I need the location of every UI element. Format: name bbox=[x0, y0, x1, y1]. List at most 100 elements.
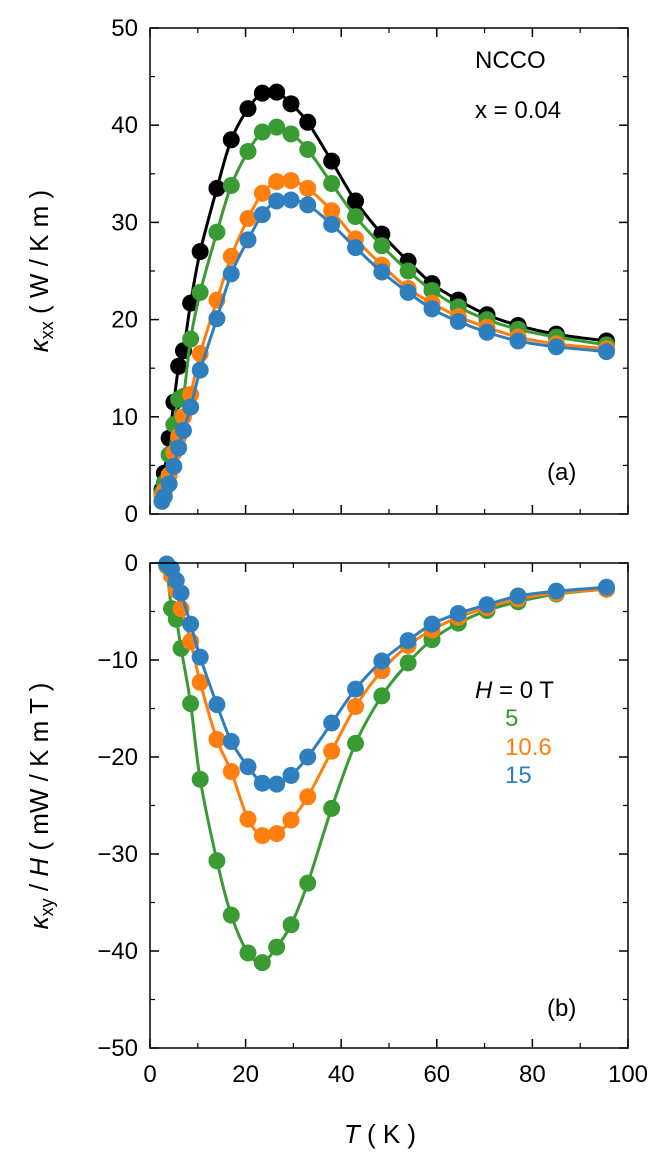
panel-a-point-15 bbox=[239, 231, 257, 249]
panel-a-point-0-T bbox=[239, 100, 257, 118]
panel-b-y-axis-title: κxy / H ( mW / K m T ) bbox=[24, 683, 57, 930]
panel-a-point-15 bbox=[191, 361, 209, 379]
panel-a-point-5 bbox=[323, 175, 341, 193]
panel-b-y-axis-rest: ( mW / K m T ) bbox=[24, 683, 54, 858]
panel-a-y-axis-symbol: κ bbox=[24, 337, 54, 352]
panel-a-y-axis-units: ( W / K m ) bbox=[24, 190, 54, 321]
panel-a-point-15 bbox=[547, 338, 565, 356]
panel-b-point-15 bbox=[253, 774, 271, 792]
panel-b-point-5 bbox=[182, 695, 200, 713]
panel-a-annotation-sample: NCCO bbox=[475, 47, 546, 74]
panel-b-y-axis-units: / bbox=[24, 877, 54, 899]
panel-b-axes: 0−10−20−30−40−500 20 40 60 80 100 bbox=[97, 550, 648, 1088]
panel-b-point-5 bbox=[299, 874, 317, 892]
panel-a-point-15 bbox=[160, 475, 178, 493]
panel-b-point-10-6 bbox=[239, 810, 257, 828]
legend-entry-10-6: 10.6 bbox=[505, 734, 552, 761]
panel-a-point-15 bbox=[208, 310, 226, 328]
panel-b-point-10-6 bbox=[222, 763, 240, 781]
panel-a-point-0-T bbox=[253, 84, 271, 102]
panel-b-ytick-label: −20 bbox=[97, 744, 138, 771]
panel-a-point-5 bbox=[282, 125, 300, 143]
panel-a-point-5 bbox=[399, 262, 417, 280]
panel-a-point-15 bbox=[268, 192, 286, 210]
panel-a-point-15 bbox=[423, 300, 441, 318]
panel-a-point-15 bbox=[449, 313, 467, 331]
panel-b-point-10-6 bbox=[208, 731, 226, 749]
panel-a-point-15 bbox=[165, 457, 183, 475]
panel-a-point-15 bbox=[174, 421, 192, 439]
panel-a-point-5 bbox=[253, 123, 271, 141]
panel-b-point-10-6 bbox=[347, 698, 365, 716]
panel-b-point-15 bbox=[182, 615, 200, 633]
panel-b-ytick-label: −40 bbox=[97, 938, 138, 965]
panel-b-point-15 bbox=[423, 615, 441, 633]
x-tick-label: 40 bbox=[328, 1061, 355, 1088]
panel-a-point-0-T bbox=[208, 179, 226, 197]
panel-a-ytick-label: 50 bbox=[111, 15, 138, 42]
panel-a-point-15 bbox=[478, 323, 496, 341]
panel-b-point-5 bbox=[253, 954, 271, 972]
panel-a-point-5 bbox=[208, 223, 226, 241]
panel-a-ytick-label: 0 bbox=[125, 501, 138, 528]
panel-a-y-axis-sub: xx bbox=[37, 321, 57, 339]
legend-title: H = 0 T bbox=[475, 677, 554, 704]
panel-b-frame bbox=[149, 562, 629, 1049]
panel-a-point-10-6 bbox=[253, 184, 271, 202]
panel-b-ytick-label: −10 bbox=[97, 647, 138, 674]
panel-a: 0 10 20 30 40 50 NCCO x = 0.04 (a) κxx ( W / … bbox=[24, 15, 629, 528]
panel-b-point-15 bbox=[449, 604, 467, 622]
panel-b-point-15 bbox=[222, 732, 240, 750]
panel-b-point-10-6 bbox=[268, 825, 286, 843]
panel-a-point-15 bbox=[323, 215, 341, 233]
x-axis-title: T ( K ) bbox=[344, 1119, 416, 1149]
legend-entry-5: 5 bbox=[505, 705, 518, 732]
panel-b-point-5 bbox=[347, 734, 365, 752]
panel-b-y-axis-sub: xy bbox=[37, 898, 57, 916]
panel-b-point-15 bbox=[239, 758, 257, 776]
panel-a-point-15 bbox=[399, 283, 417, 301]
panel-a-point-0-T bbox=[268, 83, 286, 101]
panel-b-point-10-6 bbox=[191, 673, 209, 691]
panel-b-point-10-6 bbox=[323, 742, 341, 760]
panel-b-point-15 bbox=[299, 748, 317, 766]
panel-a-point-0-T bbox=[323, 152, 341, 170]
panel-b-point-10-6 bbox=[299, 788, 317, 806]
panel-a-point-15 bbox=[373, 263, 391, 281]
panel-a-point-0-T bbox=[191, 243, 209, 261]
x-tick-label: 80 bbox=[519, 1061, 546, 1088]
panel-b-point-15 bbox=[597, 578, 615, 596]
panel-b-series bbox=[158, 555, 615, 972]
panel-a-point-15 bbox=[182, 398, 200, 416]
panel-a-point-0-T bbox=[347, 192, 365, 210]
panel-a-point-5 bbox=[423, 281, 441, 299]
panel-a-point-5 bbox=[239, 142, 257, 160]
legend-title-text: = 0 T bbox=[492, 677, 554, 704]
legend-title-symbol: H bbox=[475, 677, 493, 704]
panel-a-point-0-T bbox=[282, 95, 300, 113]
panel-a-point-15 bbox=[597, 343, 615, 361]
panel-a-ytick-label: 40 bbox=[111, 112, 138, 139]
panel-b-point-15 bbox=[547, 582, 565, 600]
panel-a-point-10-6 bbox=[299, 179, 317, 197]
panel-a-series bbox=[153, 83, 615, 510]
panel-a-point-10-6 bbox=[268, 173, 286, 191]
panel-b-y-axis-h: H bbox=[24, 858, 54, 877]
panel-a-ytick-label: 20 bbox=[111, 307, 138, 334]
panel-b-point-5 bbox=[268, 938, 286, 956]
panel-b-ytick-label: −50 bbox=[97, 1035, 138, 1062]
x-tick-label: 20 bbox=[232, 1061, 259, 1088]
panel-b-point-5 bbox=[282, 916, 300, 934]
panel-a-point-5 bbox=[347, 208, 365, 226]
panel-a-point-5 bbox=[299, 141, 317, 158]
panel-b-ytick-label: 0 bbox=[125, 550, 138, 577]
panel-a-point-10-6 bbox=[282, 172, 300, 190]
panel-a-point-10-6 bbox=[239, 210, 257, 228]
panel-a-point-15 bbox=[253, 206, 271, 224]
panel-a-point-15 bbox=[509, 332, 527, 350]
panel-a-y-axis-title: κxx ( W / K m ) bbox=[24, 190, 57, 352]
panel-a-series-line-0-T bbox=[160, 89, 607, 490]
panel-b-point-15 bbox=[478, 596, 496, 614]
panel-a-ytick-label: 10 bbox=[111, 404, 138, 431]
